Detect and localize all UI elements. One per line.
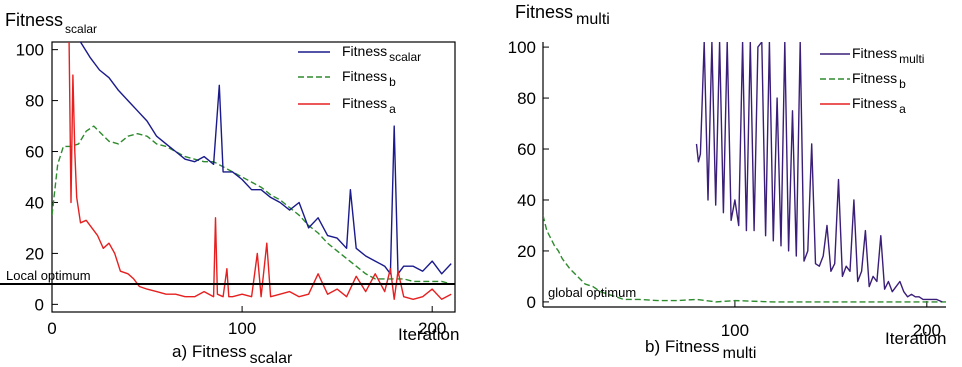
x-tick-label: 200 (418, 319, 446, 338)
y-tick-label: 20 (517, 242, 536, 261)
chart-a-y-ticks: 0 20 40 60 80 100 (16, 41, 58, 314)
series-line-scalar (79, 42, 452, 275)
x-tick-label: 200 (913, 321, 941, 340)
legend-label-b: Fitness b (852, 70, 906, 91)
chart-a-x-label: Iteration (398, 325, 459, 344)
y-tick-label: 20 (25, 244, 44, 263)
chart-a-legend: Fitness scalar Fitness b Fitness a (298, 43, 421, 116)
legend-label-multi: Fitness multi (852, 45, 924, 66)
x-tick-label: 100 (228, 319, 256, 338)
legend-label-a: Fitness a (342, 95, 396, 116)
chart-a-x-ticks: 0 100 200 (47, 306, 446, 338)
chart-b-reference-label: global optimum (548, 285, 636, 300)
chart-b-caption: b) Fitness multi (645, 337, 756, 362)
x-tick-label: 0 (47, 319, 56, 338)
panel-a: Fitness scalar 0 20 40 60 80 100 0 100 200 Local… (0, 10, 459, 367)
y-tick-label: 0 (527, 293, 536, 312)
series-line-multi (695, 42, 943, 303)
legend-label-b: Fitness b (342, 68, 396, 89)
legend-label-a: Fitness a (852, 95, 906, 116)
y-tick-label: 0 (35, 295, 44, 314)
y-tick-label: 60 (25, 143, 44, 162)
y-tick-label: 40 (517, 191, 536, 210)
series-line-a (68, 42, 452, 300)
y-tick-label: 40 (25, 193, 44, 212)
chart-a-plot-frame (51, 41, 456, 313)
chart-a-reference-label: Local optimum (6, 268, 91, 283)
panel-b: Fitness multi 0 20 40 60 80 100 100 200 global … (508, 2, 947, 362)
chart-b-series (543, 42, 946, 303)
chart-b-x-label: Iteration (885, 329, 946, 348)
chart-a-series (52, 42, 452, 300)
y-tick-label: 60 (517, 140, 536, 159)
y-tick-label: 100 (508, 38, 536, 57)
y-tick-label: 80 (25, 92, 44, 111)
chart-b-legend: Fitness multi Fitness b Fitness a (820, 45, 924, 116)
chart-b-x-ticks: 100 200 (721, 301, 941, 340)
series-line-b (543, 215, 946, 303)
chart-a-title: Fitness scalar (5, 10, 97, 36)
y-tick-label: 80 (517, 89, 536, 108)
chart-a-caption: a) Fitness scalar (172, 342, 293, 367)
chart-b-title: Fitness multi (515, 2, 610, 28)
y-tick-label: 100 (16, 41, 44, 60)
x-tick-label: 100 (721, 321, 749, 340)
legend-label-scalar: Fitness scalar (342, 43, 421, 64)
chart-b-y-ticks: 0 20 40 60 80 100 (508, 38, 549, 312)
series-line-b (52, 125, 452, 285)
